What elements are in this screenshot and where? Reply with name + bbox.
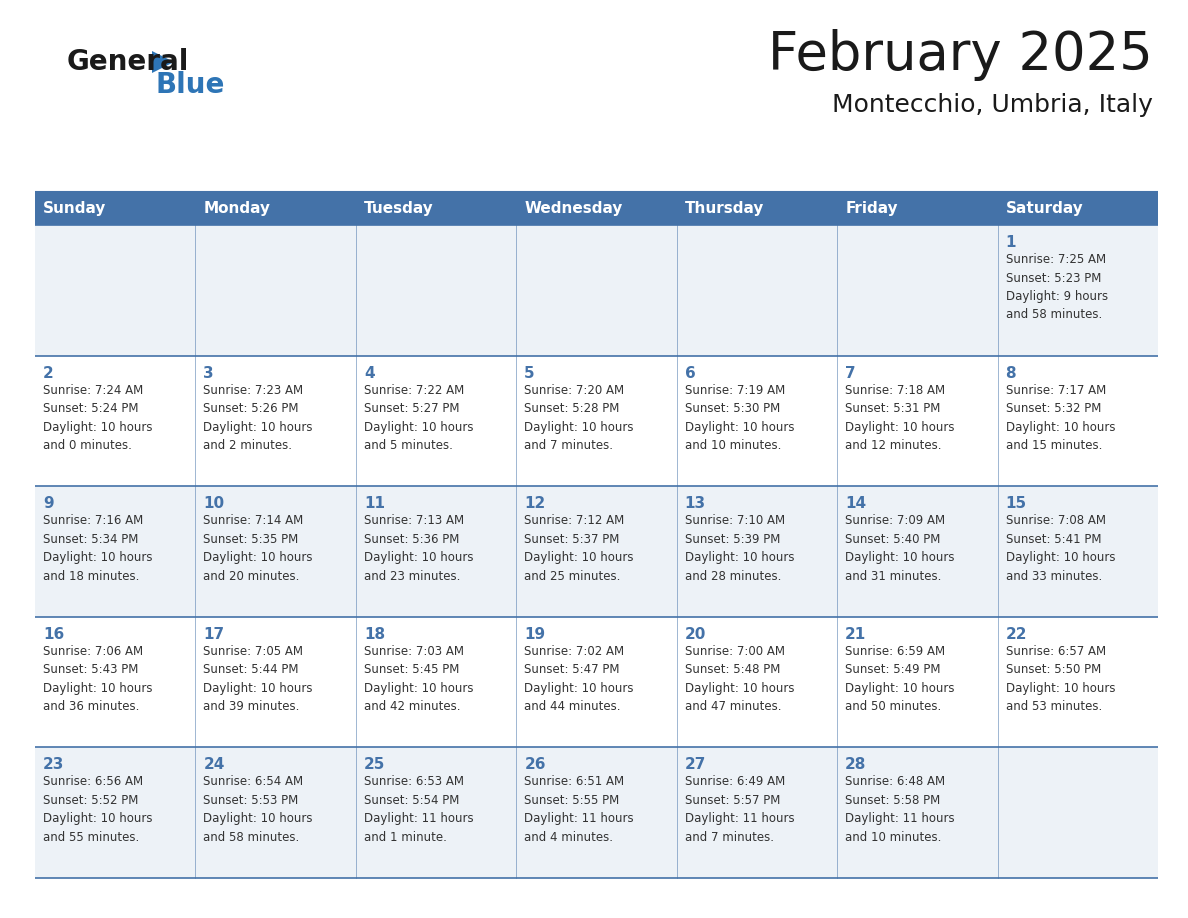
Text: Sunrise: 6:56 AM
Sunset: 5:52 PM
Daylight: 10 hours
and 55 minutes.: Sunrise: 6:56 AM Sunset: 5:52 PM Dayligh… (43, 776, 152, 844)
Text: 24: 24 (203, 757, 225, 772)
Text: Sunrise: 7:24 AM
Sunset: 5:24 PM
Daylight: 10 hours
and 0 minutes.: Sunrise: 7:24 AM Sunset: 5:24 PM Dayligh… (43, 384, 152, 452)
Text: Sunrise: 7:13 AM
Sunset: 5:36 PM
Daylight: 10 hours
and 23 minutes.: Sunrise: 7:13 AM Sunset: 5:36 PM Dayligh… (364, 514, 473, 583)
Text: Sunrise: 6:53 AM
Sunset: 5:54 PM
Daylight: 11 hours
and 1 minute.: Sunrise: 6:53 AM Sunset: 5:54 PM Dayligh… (364, 776, 474, 844)
Text: Sunrise: 7:03 AM
Sunset: 5:45 PM
Daylight: 10 hours
and 42 minutes.: Sunrise: 7:03 AM Sunset: 5:45 PM Dayligh… (364, 644, 473, 713)
Text: Sunrise: 7:14 AM
Sunset: 5:35 PM
Daylight: 10 hours
and 20 minutes.: Sunrise: 7:14 AM Sunset: 5:35 PM Dayligh… (203, 514, 312, 583)
Text: 3: 3 (203, 365, 214, 381)
Text: 20: 20 (684, 627, 706, 642)
Bar (34, 487, 1158, 617)
Text: Sunrise: 6:59 AM
Sunset: 5:49 PM
Daylight: 10 hours
and 50 minutes.: Sunrise: 6:59 AM Sunset: 5:49 PM Dayligh… (845, 644, 955, 713)
Text: Sunrise: 7:08 AM
Sunset: 5:41 PM
Daylight: 10 hours
and 33 minutes.: Sunrise: 7:08 AM Sunset: 5:41 PM Dayligh… (1005, 514, 1116, 583)
Text: Sunrise: 6:54 AM
Sunset: 5:53 PM
Daylight: 10 hours
and 58 minutes.: Sunrise: 6:54 AM Sunset: 5:53 PM Dayligh… (203, 776, 312, 844)
Text: Montecchio, Umbria, Italy: Montecchio, Umbria, Italy (832, 93, 1154, 117)
Text: 8: 8 (1005, 365, 1016, 381)
Text: 10: 10 (203, 497, 225, 511)
Text: Sunrise: 7:09 AM
Sunset: 5:40 PM
Daylight: 10 hours
and 31 minutes.: Sunrise: 7:09 AM Sunset: 5:40 PM Dayligh… (845, 514, 955, 583)
Text: 25: 25 (364, 757, 385, 772)
Text: Sunrise: 6:49 AM
Sunset: 5:57 PM
Daylight: 11 hours
and 7 minutes.: Sunrise: 6:49 AM Sunset: 5:57 PM Dayligh… (684, 776, 795, 844)
Text: February 2025: February 2025 (769, 29, 1154, 81)
Text: Sunday: Sunday (43, 201, 107, 216)
Text: 28: 28 (845, 757, 866, 772)
Text: 4: 4 (364, 365, 374, 381)
Text: Sunrise: 7:20 AM
Sunset: 5:28 PM
Daylight: 10 hours
and 7 minutes.: Sunrise: 7:20 AM Sunset: 5:28 PM Dayligh… (524, 384, 633, 452)
Text: Sunrise: 7:17 AM
Sunset: 5:32 PM
Daylight: 10 hours
and 15 minutes.: Sunrise: 7:17 AM Sunset: 5:32 PM Dayligh… (1005, 384, 1116, 452)
Text: 16: 16 (43, 627, 64, 642)
Text: Tuesday: Tuesday (364, 201, 434, 216)
Bar (34, 355, 1158, 487)
Text: Sunrise: 7:22 AM
Sunset: 5:27 PM
Daylight: 10 hours
and 5 minutes.: Sunrise: 7:22 AM Sunset: 5:27 PM Dayligh… (364, 384, 473, 452)
Text: 18: 18 (364, 627, 385, 642)
Text: Sunrise: 7:25 AM
Sunset: 5:23 PM
Daylight: 9 hours
and 58 minutes.: Sunrise: 7:25 AM Sunset: 5:23 PM Dayligh… (1005, 253, 1107, 321)
Text: 1: 1 (1005, 235, 1016, 250)
Text: 15: 15 (1005, 497, 1026, 511)
Text: Sunrise: 6:57 AM
Sunset: 5:50 PM
Daylight: 10 hours
and 53 minutes.: Sunrise: 6:57 AM Sunset: 5:50 PM Dayligh… (1005, 644, 1116, 713)
Bar (34, 192, 1158, 225)
Text: 26: 26 (524, 757, 545, 772)
Text: Sunrise: 7:00 AM
Sunset: 5:48 PM
Daylight: 10 hours
and 47 minutes.: Sunrise: 7:00 AM Sunset: 5:48 PM Dayligh… (684, 644, 795, 713)
Text: 2: 2 (43, 365, 53, 381)
Text: Sunrise: 7:16 AM
Sunset: 5:34 PM
Daylight: 10 hours
and 18 minutes.: Sunrise: 7:16 AM Sunset: 5:34 PM Dayligh… (43, 514, 152, 583)
Text: Friday: Friday (845, 201, 898, 216)
Bar (34, 747, 1158, 878)
Text: 22: 22 (1005, 627, 1028, 642)
Text: Saturday: Saturday (1005, 201, 1083, 216)
Text: 21: 21 (845, 627, 866, 642)
Bar (34, 225, 1158, 355)
Text: 23: 23 (43, 757, 64, 772)
Text: Sunrise: 7:10 AM
Sunset: 5:39 PM
Daylight: 10 hours
and 28 minutes.: Sunrise: 7:10 AM Sunset: 5:39 PM Dayligh… (684, 514, 795, 583)
Text: Sunrise: 7:05 AM
Sunset: 5:44 PM
Daylight: 10 hours
and 39 minutes.: Sunrise: 7:05 AM Sunset: 5:44 PM Dayligh… (203, 644, 312, 713)
Text: Sunrise: 7:02 AM
Sunset: 5:47 PM
Daylight: 10 hours
and 44 minutes.: Sunrise: 7:02 AM Sunset: 5:47 PM Dayligh… (524, 644, 633, 713)
Text: Sunrise: 6:48 AM
Sunset: 5:58 PM
Daylight: 11 hours
and 10 minutes.: Sunrise: 6:48 AM Sunset: 5:58 PM Dayligh… (845, 776, 955, 844)
Text: 6: 6 (684, 365, 695, 381)
Text: Sunrise: 7:12 AM
Sunset: 5:37 PM
Daylight: 10 hours
and 25 minutes.: Sunrise: 7:12 AM Sunset: 5:37 PM Dayligh… (524, 514, 633, 583)
Text: 17: 17 (203, 627, 225, 642)
Text: 7: 7 (845, 365, 855, 381)
Text: 27: 27 (684, 757, 706, 772)
Text: 14: 14 (845, 497, 866, 511)
Text: Monday: Monday (203, 201, 271, 216)
Text: 9: 9 (43, 497, 53, 511)
Text: 13: 13 (684, 497, 706, 511)
Bar (34, 617, 1158, 747)
Text: Sunrise: 7:18 AM
Sunset: 5:31 PM
Daylight: 10 hours
and 12 minutes.: Sunrise: 7:18 AM Sunset: 5:31 PM Dayligh… (845, 384, 955, 452)
Text: 19: 19 (524, 627, 545, 642)
Text: Sunrise: 6:51 AM
Sunset: 5:55 PM
Daylight: 11 hours
and 4 minutes.: Sunrise: 6:51 AM Sunset: 5:55 PM Dayligh… (524, 776, 634, 844)
Text: Blue: Blue (154, 71, 225, 99)
Text: 5: 5 (524, 365, 535, 381)
Text: Sunrise: 7:06 AM
Sunset: 5:43 PM
Daylight: 10 hours
and 36 minutes.: Sunrise: 7:06 AM Sunset: 5:43 PM Dayligh… (43, 644, 152, 713)
Text: General: General (67, 48, 189, 76)
Text: 12: 12 (524, 497, 545, 511)
Polygon shape (152, 51, 173, 73)
Text: Wednesday: Wednesday (524, 201, 623, 216)
Text: Sunrise: 7:23 AM
Sunset: 5:26 PM
Daylight: 10 hours
and 2 minutes.: Sunrise: 7:23 AM Sunset: 5:26 PM Dayligh… (203, 384, 312, 452)
Text: Sunrise: 7:19 AM
Sunset: 5:30 PM
Daylight: 10 hours
and 10 minutes.: Sunrise: 7:19 AM Sunset: 5:30 PM Dayligh… (684, 384, 795, 452)
Text: Thursday: Thursday (684, 201, 764, 216)
Text: 11: 11 (364, 497, 385, 511)
